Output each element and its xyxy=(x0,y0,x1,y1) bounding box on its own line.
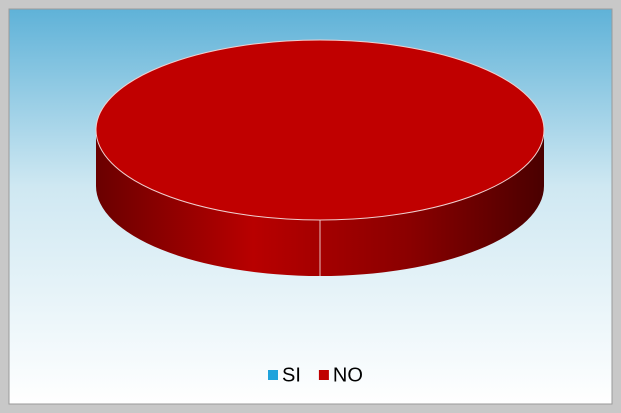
pie-side xyxy=(96,130,544,276)
legend-swatch xyxy=(318,370,329,380)
legend: SI NO xyxy=(268,364,363,386)
legend-label: NO xyxy=(333,364,363,386)
legend-swatch xyxy=(268,370,278,380)
pie xyxy=(95,39,545,276)
pie-slice xyxy=(95,39,545,221)
legend-label: SI xyxy=(282,364,301,386)
